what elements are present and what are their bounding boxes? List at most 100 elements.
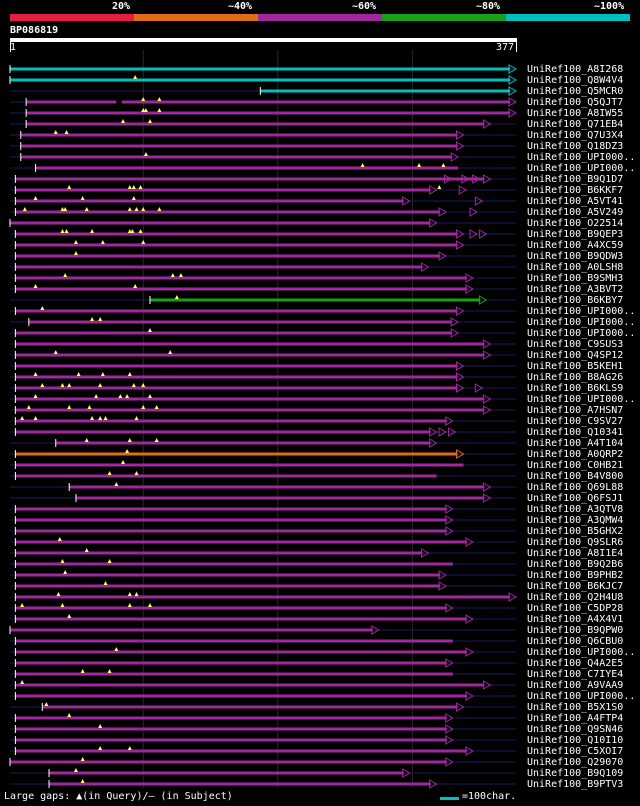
hit-label[interactable]: UniRef100_Q4A2E5: [527, 658, 624, 669]
hit-label[interactable]: UniRef100_Q5MCR0: [527, 86, 624, 97]
query-gap-marker: [107, 669, 112, 673]
hit-label[interactable]: UniRef100_C5DP28: [527, 603, 624, 614]
hit-label[interactable]: UniRef100_UPI000..: [527, 394, 636, 405]
query-gap-marker: [64, 229, 69, 233]
hit-arrowhead: [482, 493, 492, 503]
hit-arrowhead: [429, 779, 438, 789]
hit-label[interactable]: UniRef100_B6KLS9: [527, 383, 624, 394]
hit-label[interactable]: UniRef100_B4V800: [527, 471, 624, 482]
hit-label[interactable]: UniRef100_UPI000..: [527, 306, 636, 317]
hit-label[interactable]: UniRef100_A3BVT2: [527, 284, 624, 295]
hit-arrowhead: [429, 185, 438, 195]
query-gap-marker: [33, 372, 38, 376]
hit-label[interactable]: UniRef100_UPI000..: [527, 163, 636, 174]
hit-label[interactable]: UniRef100_B6KBY7: [527, 295, 624, 306]
hit-segment-arrowhead: [443, 174, 453, 184]
hit-label[interactable]: UniRef100_B9Q2B6: [527, 559, 624, 570]
hit-label[interactable]: UniRef100_B9QDW3: [527, 251, 624, 262]
hit-label[interactable]: UniRef100_B9SMH3: [527, 273, 624, 284]
hit-label[interactable]: UniRef100_A9VAA9: [527, 680, 624, 691]
hit-label[interactable]: UniRef100_B9PTV3: [527, 779, 624, 790]
hit-label[interactable]: UniRef100_C9SUS3: [527, 339, 624, 350]
hit-label[interactable]: UniRef100_UPI000..: [527, 152, 636, 163]
query-gap-marker: [98, 724, 103, 728]
hit-label[interactable]: UniRef100_Q69L88: [527, 482, 624, 493]
hit-label[interactable]: UniRef100_B9Q109: [527, 768, 624, 779]
hit-label[interactable]: UniRef100_Q2H4U8: [527, 592, 624, 603]
query-gap-marker: [127, 229, 132, 233]
hit-label[interactable]: UniRef100_B8AG26: [527, 372, 624, 383]
hit-arrowhead: [402, 768, 411, 778]
hit-label[interactable]: UniRef100_B5X1S0: [527, 702, 624, 713]
hit-arrowhead: [465, 284, 474, 294]
query-gap-marker: [147, 394, 152, 398]
hit-label[interactable]: UniRef100_C9SV27: [527, 416, 624, 427]
hit-arrowhead: [508, 108, 518, 118]
legend-label-100: ~100%: [594, 1, 625, 12]
legend-segment-20: [10, 14, 134, 21]
hit-label[interactable]: UniRef100_Q71EB4: [527, 119, 624, 130]
hit-label[interactable]: UniRef100_Q9SN46: [527, 724, 624, 735]
query-gap-marker: [73, 251, 78, 255]
hit-label[interactable]: UniRef100_A5V249: [527, 207, 624, 218]
hit-label[interactable]: UniRef100_B9QPW0: [527, 625, 624, 636]
hit-label[interactable]: UniRef100_B9PHB2: [527, 570, 624, 581]
query-gap-marker: [125, 394, 130, 398]
query-bar: [10, 38, 517, 42]
ruler-end-tick: [516, 42, 517, 52]
query-gap-marker: [107, 471, 112, 475]
hit-label[interactable]: UniRef100_Q5QJT7: [527, 97, 624, 108]
hit-label[interactable]: UniRef100_A5VT41: [527, 196, 624, 207]
query-gap-marker: [63, 207, 68, 211]
hit-label[interactable]: UniRef100_Q8W4V4: [527, 75, 624, 86]
hit-segment-arrowhead: [478, 229, 488, 239]
hit-arrowhead: [482, 405, 492, 415]
hit-label[interactable]: UniRef100_B6KJC7: [527, 581, 624, 592]
hit-label[interactable]: UniRef100_A0QRP2: [527, 449, 624, 460]
hit-label[interactable]: UniRef100_A8IW55: [527, 108, 624, 119]
hit-label[interactable]: UniRef100_Q6FSJ1: [527, 493, 624, 504]
hit-label[interactable]: UniRef100_Q7U3X4: [527, 130, 624, 141]
query-gap-marker: [133, 75, 138, 79]
hit-label[interactable]: UniRef100_A3QMW4: [527, 515, 624, 526]
hit-label[interactable]: UniRef100_A0LSH8: [527, 262, 624, 273]
hit-label[interactable]: UniRef100_B9Q1D7: [527, 174, 624, 185]
hit-label[interactable]: UniRef100_A7HSN7: [527, 405, 624, 416]
hit-label[interactable]: UniRef100_Q29070: [527, 757, 624, 768]
hit-segment-arrowhead: [461, 174, 470, 184]
hit-arrowhead: [482, 680, 492, 690]
query-gap-marker: [20, 603, 25, 607]
hit-label[interactable]: UniRef100_B9QEP3: [527, 229, 624, 240]
hit-label[interactable]: UniRef100_Q10I10: [527, 735, 624, 746]
hit-label[interactable]: UniRef100_UPI000..: [527, 328, 636, 339]
hit-label[interactable]: UniRef100_A4X4V1: [527, 614, 624, 625]
hit-arrowhead: [508, 75, 518, 85]
hit-segment-arrowhead: [447, 427, 457, 437]
hit-arrowhead: [456, 449, 465, 459]
query-gap-marker: [40, 383, 45, 387]
hit-label[interactable]: UniRef100_A4FTP4: [527, 713, 624, 724]
hit-label[interactable]: UniRef100_UPI000..: [527, 691, 636, 702]
query-gap-marker: [141, 108, 146, 112]
hit-arrowhead: [450, 317, 460, 327]
hit-label[interactable]: UniRef100_A8I1E4: [527, 548, 624, 559]
hit-label[interactable]: UniRef100_UPI000..: [527, 647, 636, 658]
hit-label[interactable]: UniRef100_A8I268: [527, 64, 624, 75]
hit-label[interactable]: UniRef100_UPI000..: [527, 317, 636, 328]
hit-label[interactable]: UniRef100_Q18DZ3: [527, 141, 624, 152]
hit-label[interactable]: UniRef100_A3QTV8: [527, 504, 624, 515]
hit-label[interactable]: UniRef100_A4T104: [527, 438, 624, 449]
hit-label[interactable]: UniRef100_B5KEH1: [527, 361, 624, 372]
query-gap-marker: [26, 405, 31, 409]
hit-label[interactable]: UniRef100_B6KKF7: [527, 185, 624, 196]
hit-label[interactable]: UniRef100_O22514: [527, 218, 624, 229]
hit-label[interactable]: UniRef100_C0HB21: [527, 460, 624, 471]
hit-label[interactable]: UniRef100_Q10341: [527, 427, 624, 438]
hit-label[interactable]: UniRef100_Q4SP12: [527, 350, 624, 361]
hit-label[interactable]: UniRef100_Q9SLR6: [527, 537, 624, 548]
hit-label[interactable]: UniRef100_C7IYE4: [527, 669, 624, 680]
hit-label[interactable]: UniRef100_A4XC59: [527, 240, 624, 251]
hit-label[interactable]: UniRef100_B5GHX2: [527, 526, 624, 537]
hit-label[interactable]: UniRef100_Q6CBU0: [527, 636, 624, 647]
hit-label[interactable]: UniRef100_C5XOI7: [527, 746, 624, 757]
